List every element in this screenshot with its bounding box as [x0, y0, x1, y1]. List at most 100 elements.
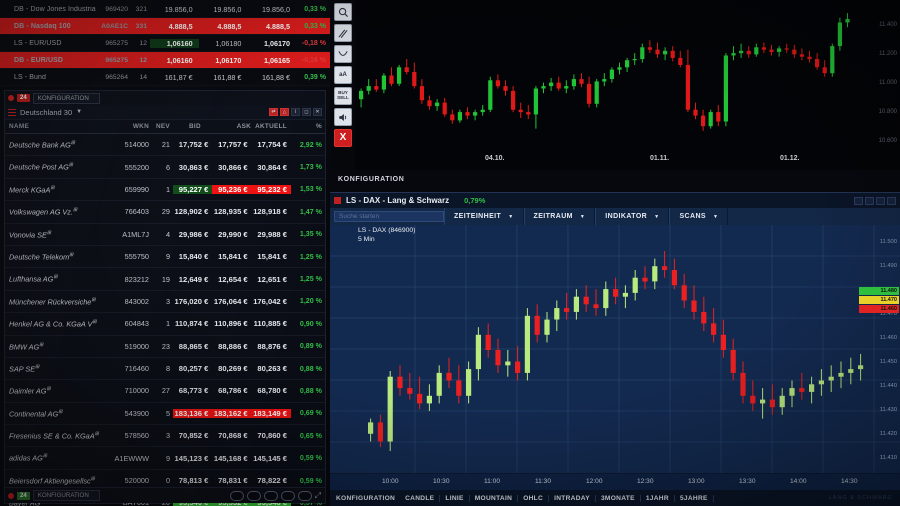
close-icon[interactable]: ✕	[313, 108, 322, 116]
footer-item-linie[interactable]: LINIE	[440, 494, 470, 502]
footer-item-candle[interactable]: CANDLE	[400, 494, 441, 502]
close-icon[interactable]: X	[334, 129, 352, 147]
footer-item-3monate[interactable]: 3MONATE	[596, 494, 641, 502]
dropdown-zeiteinheit[interactable]: ZEITEINHEIT ▼	[444, 208, 524, 225]
nev-cell: 6	[165, 162, 170, 172]
wkn-cell: 555750	[124, 252, 149, 262]
text-icon[interactable]: aA	[334, 66, 352, 84]
docs-button[interactable]	[297, 490, 312, 501]
instrument-name: Vonovia SE⊞	[9, 229, 52, 239]
col-aktuell[interactable]: AKTUELL	[255, 123, 288, 130]
dropdown-label: ZEITEINHEIT	[454, 213, 502, 220]
nev-cell: 3	[165, 296, 170, 306]
chart-window[interactable]: LS - DAX - Lang & Schwarz 0,79% Suche st…	[330, 192, 900, 506]
window-buttons[interactable]: ⇄ △ i ◻ ✕	[269, 108, 322, 116]
percent-cell: 0,89 %	[299, 342, 322, 351]
percent-cell: 0,59 %	[299, 454, 322, 463]
chart-plot-area[interactable]: LS - DAX (846900) 5 Min 11.500 11.490 11.4…	[330, 225, 900, 473]
chart-title: LS - DAX - Lang & Schwarz	[346, 196, 450, 205]
index-row[interactable]: DB - EUR/USD 965275 12 1,06160 1,06170 1…	[0, 52, 330, 69]
toggle-button[interactable]	[263, 490, 278, 501]
info-icon[interactable]: i	[291, 108, 300, 116]
menu-icon[interactable]	[8, 108, 16, 116]
table-row[interactable]: Deutsche Post AG⊞ 555200 6 30,863 € 30,8…	[5, 156, 325, 179]
nev-cell: 9	[165, 252, 170, 262]
col-nev[interactable]: NEV	[155, 123, 170, 130]
footer-item-intraday[interactable]: INTRADAY	[549, 494, 596, 502]
footer-item-konfiguration[interactable]: KONFIGURATION	[336, 494, 396, 502]
table-row[interactable]: Lufthansa AG⊞ 823212 19 12,649 € 12,654 …	[5, 268, 325, 291]
dropdown-label: ZEITRAUM	[533, 213, 573, 220]
ask-cell: 78,831 €	[218, 476, 248, 486]
bid-cell: 110,874 €	[174, 319, 209, 329]
chevron-down-icon: ▼	[713, 213, 719, 220]
axis-tick: 10:00	[382, 478, 399, 485]
table-row[interactable]: Volkswagen AG Vz.⊞ 766403 29 128,902 € 1…	[5, 201, 325, 224]
table-row[interactable]: Henkel AG & Co. KGaA V⊞ 604843 1 110,874…	[5, 313, 325, 336]
tab-konfiguration[interactable]: KONFIGURATION	[32, 92, 100, 104]
wkn-cell: 965275	[105, 56, 128, 64]
table-row[interactable]: Vonovia SE⊞ A1ML7J 4 29,986 € 29,990 € 2…	[5, 224, 325, 246]
table-row[interactable]: Deutsche Telekom⊞ 555750 9 15,840 € 15,8…	[5, 246, 325, 269]
search-icon[interactable]	[334, 3, 352, 21]
restore-icon[interactable]: ◻	[302, 108, 311, 116]
wkn-cell: 965264	[105, 73, 128, 81]
watchlist-window[interactable]: 24 KONFIGURATION Deutschland 30 ▼ ⇄ △ i …	[4, 90, 326, 506]
index-row[interactable]: DB - Nasdaq 100 A0AE1C 331 4.888,5 4.888…	[0, 18, 330, 35]
axis-tick: 11.440	[879, 383, 897, 389]
tab-konfiguration-footer[interactable]: KONFIGURATION	[32, 490, 100, 501]
percent-cell: 0,69 %	[299, 409, 322, 418]
table-row[interactable]: Münchener Rückversiche⊞ 843002 3 176,020…	[5, 291, 325, 314]
chart-tools-top[interactable]: aA BUY SELL X	[332, 0, 354, 170]
table-row[interactable]: BMW AG⊞ 519000 23 88,865 € 88,886 € 88,8…	[5, 336, 325, 358]
footer-item-ohlc[interactable]: OHLC	[518, 494, 550, 502]
footer-item-mountain[interactable]: MOUNTAIN	[470, 494, 519, 502]
curve-icon[interactable]	[334, 45, 352, 63]
dropdown-zeitraum[interactable]: ZEITRAUM ▼	[523, 208, 596, 225]
footer-item-1jahr[interactable]: 1JAHR	[641, 494, 675, 502]
table-row[interactable]: Deutsche Bank AG⊞ 514000 21 17,752 € 17,…	[5, 134, 325, 157]
speaker-icon[interactable]	[334, 108, 352, 126]
axis-tick: 11.420	[879, 431, 897, 437]
col-bid[interactable]: BID	[189, 123, 201, 130]
search-input[interactable]: Suche starten	[334, 211, 444, 222]
parallel-lines-icon[interactable]	[334, 24, 352, 42]
chart-window-buttons[interactable]	[854, 196, 900, 205]
watchlist-name[interactable]: Deutschland 30	[20, 107, 73, 117]
footer-item-5jahre[interactable]: 5JAHRE	[675, 494, 714, 502]
konfiguration-label[interactable]: KONFIGURATION	[338, 176, 405, 183]
col-percent[interactable]: %	[316, 123, 323, 130]
maximize-icon[interactable]	[865, 196, 874, 205]
col-wkn[interactable]: WKN	[132, 123, 149, 130]
resize-handle-icon[interactable]: ⤢	[314, 490, 321, 500]
table-row[interactable]: Merck KGaA⊞ 659990 1 95,227 € 95,236 € 9…	[5, 179, 325, 202]
grid-button[interactable]	[246, 490, 261, 501]
table-row[interactable]: Daimler AG⊞ 710000 27 68,773 € 68,786 € …	[5, 380, 325, 403]
bell-icon[interactable]: △	[280, 108, 289, 116]
close-icon[interactable]	[887, 196, 896, 205]
chart-toolbar[interactable]: Suche starten ZEITEINHEIT ▼ ZEITRAUM ▼ I…	[330, 208, 900, 225]
prev-button[interactable]	[229, 490, 244, 501]
watchlist-rows[interactable]: Deutsche Bank AG⊞ 514000 21 17,752 € 17,…	[5, 134, 325, 506]
col-name[interactable]: NAME	[9, 123, 30, 130]
table-row[interactable]: Continental AG⊞ 543900 5 183,136 € 183,1…	[5, 403, 325, 426]
pin-icon[interactable]: ⇄	[269, 108, 278, 116]
flag-button[interactable]	[280, 490, 295, 501]
table-row[interactable]: adidas AG⊞ A1EWWW 9 145,123 € 145,168 € …	[5, 447, 325, 470]
dropdown-scans[interactable]: SCANS ▼	[669, 208, 729, 225]
index-row[interactable]: LS - EUR/USD 965275 12 1,06160 1,06180 1…	[0, 35, 330, 52]
index-row[interactable]: LS - Bund 965264 14 161,87 € 161,88 € 16…	[0, 69, 330, 86]
chevron-down-icon[interactable]: ▼	[76, 109, 83, 115]
minimize-icon[interactable]	[854, 196, 863, 205]
nev-cell: 23	[161, 341, 170, 351]
index-row[interactable]: DB - Dow Jones Industrial 969420 321 19.…	[0, 1, 330, 18]
table-row[interactable]: Fresenius SE & Co. KGaA⊞ 578560 3 70,852…	[5, 425, 325, 448]
dropdown-indikator[interactable]: INDIKATOR ▼	[595, 208, 670, 225]
col-ask[interactable]: ASK	[236, 123, 252, 130]
watchlist-count-badge-footer: 24	[17, 491, 30, 500]
top-chart-panel[interactable]: 11.400 11.200 11.000 10.800 10.600 04.10. 01.…	[355, 0, 900, 170]
restore-icon[interactable]	[876, 196, 885, 205]
table-row[interactable]: SAP SE⊞ 716460 8 80,257 € 80,269 € 80,26…	[5, 358, 325, 381]
chart-footer-bar[interactable]: KONFIGURATION CANDLE LINIE MOUNTAIN OHLC INTR…	[330, 490, 900, 506]
